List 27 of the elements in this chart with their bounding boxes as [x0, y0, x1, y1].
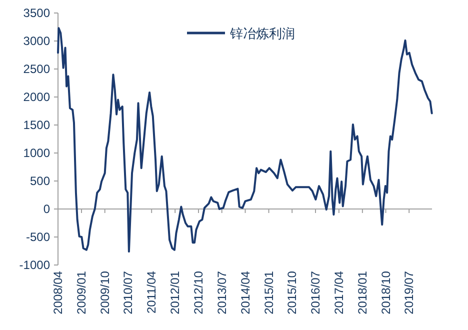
- x-tick-label: 2012/01: [168, 270, 182, 314]
- x-tick-label: 2013/07: [214, 270, 229, 314]
- x-tick-label: 2014/04: [238, 270, 252, 314]
- legend-label: 锌冶炼利润: [229, 26, 295, 41]
- x-tick-label: 2018/10: [378, 270, 393, 314]
- x-tick-label: 2009/10: [98, 270, 112, 314]
- y-tick-label: 2000: [23, 90, 50, 104]
- x-tick-label: 2015/10: [285, 270, 300, 314]
- y-tick-label: 0: [43, 202, 50, 216]
- y-tick-label: 1500: [23, 118, 50, 132]
- x-tick-label: 2015/01: [262, 270, 276, 314]
- x-tick-label: 2009/01: [74, 270, 89, 314]
- x-tick-label: 2018/01: [355, 270, 370, 314]
- x-tick-label: 2019/07: [402, 270, 416, 314]
- x-tick-label: 2012/10: [192, 270, 206, 314]
- x-tick-label: 2008/04: [51, 270, 65, 314]
- y-tick-label: -500: [26, 230, 50, 244]
- y-tick-label: 2500: [23, 62, 50, 76]
- y-tick-label: 3500: [23, 6, 50, 20]
- x-tick-label: 2010/07: [121, 270, 136, 314]
- x-tick-label: 2016/07: [308, 270, 323, 314]
- x-tick-label: 2011/04: [144, 270, 159, 314]
- y-tick-label: 1000: [23, 146, 50, 160]
- y-tick-label: 3000: [23, 34, 50, 48]
- y-tick-label: 500: [30, 174, 50, 188]
- y-tick-label: -1000: [19, 258, 50, 272]
- x-tick-label: 2017/04: [332, 270, 346, 314]
